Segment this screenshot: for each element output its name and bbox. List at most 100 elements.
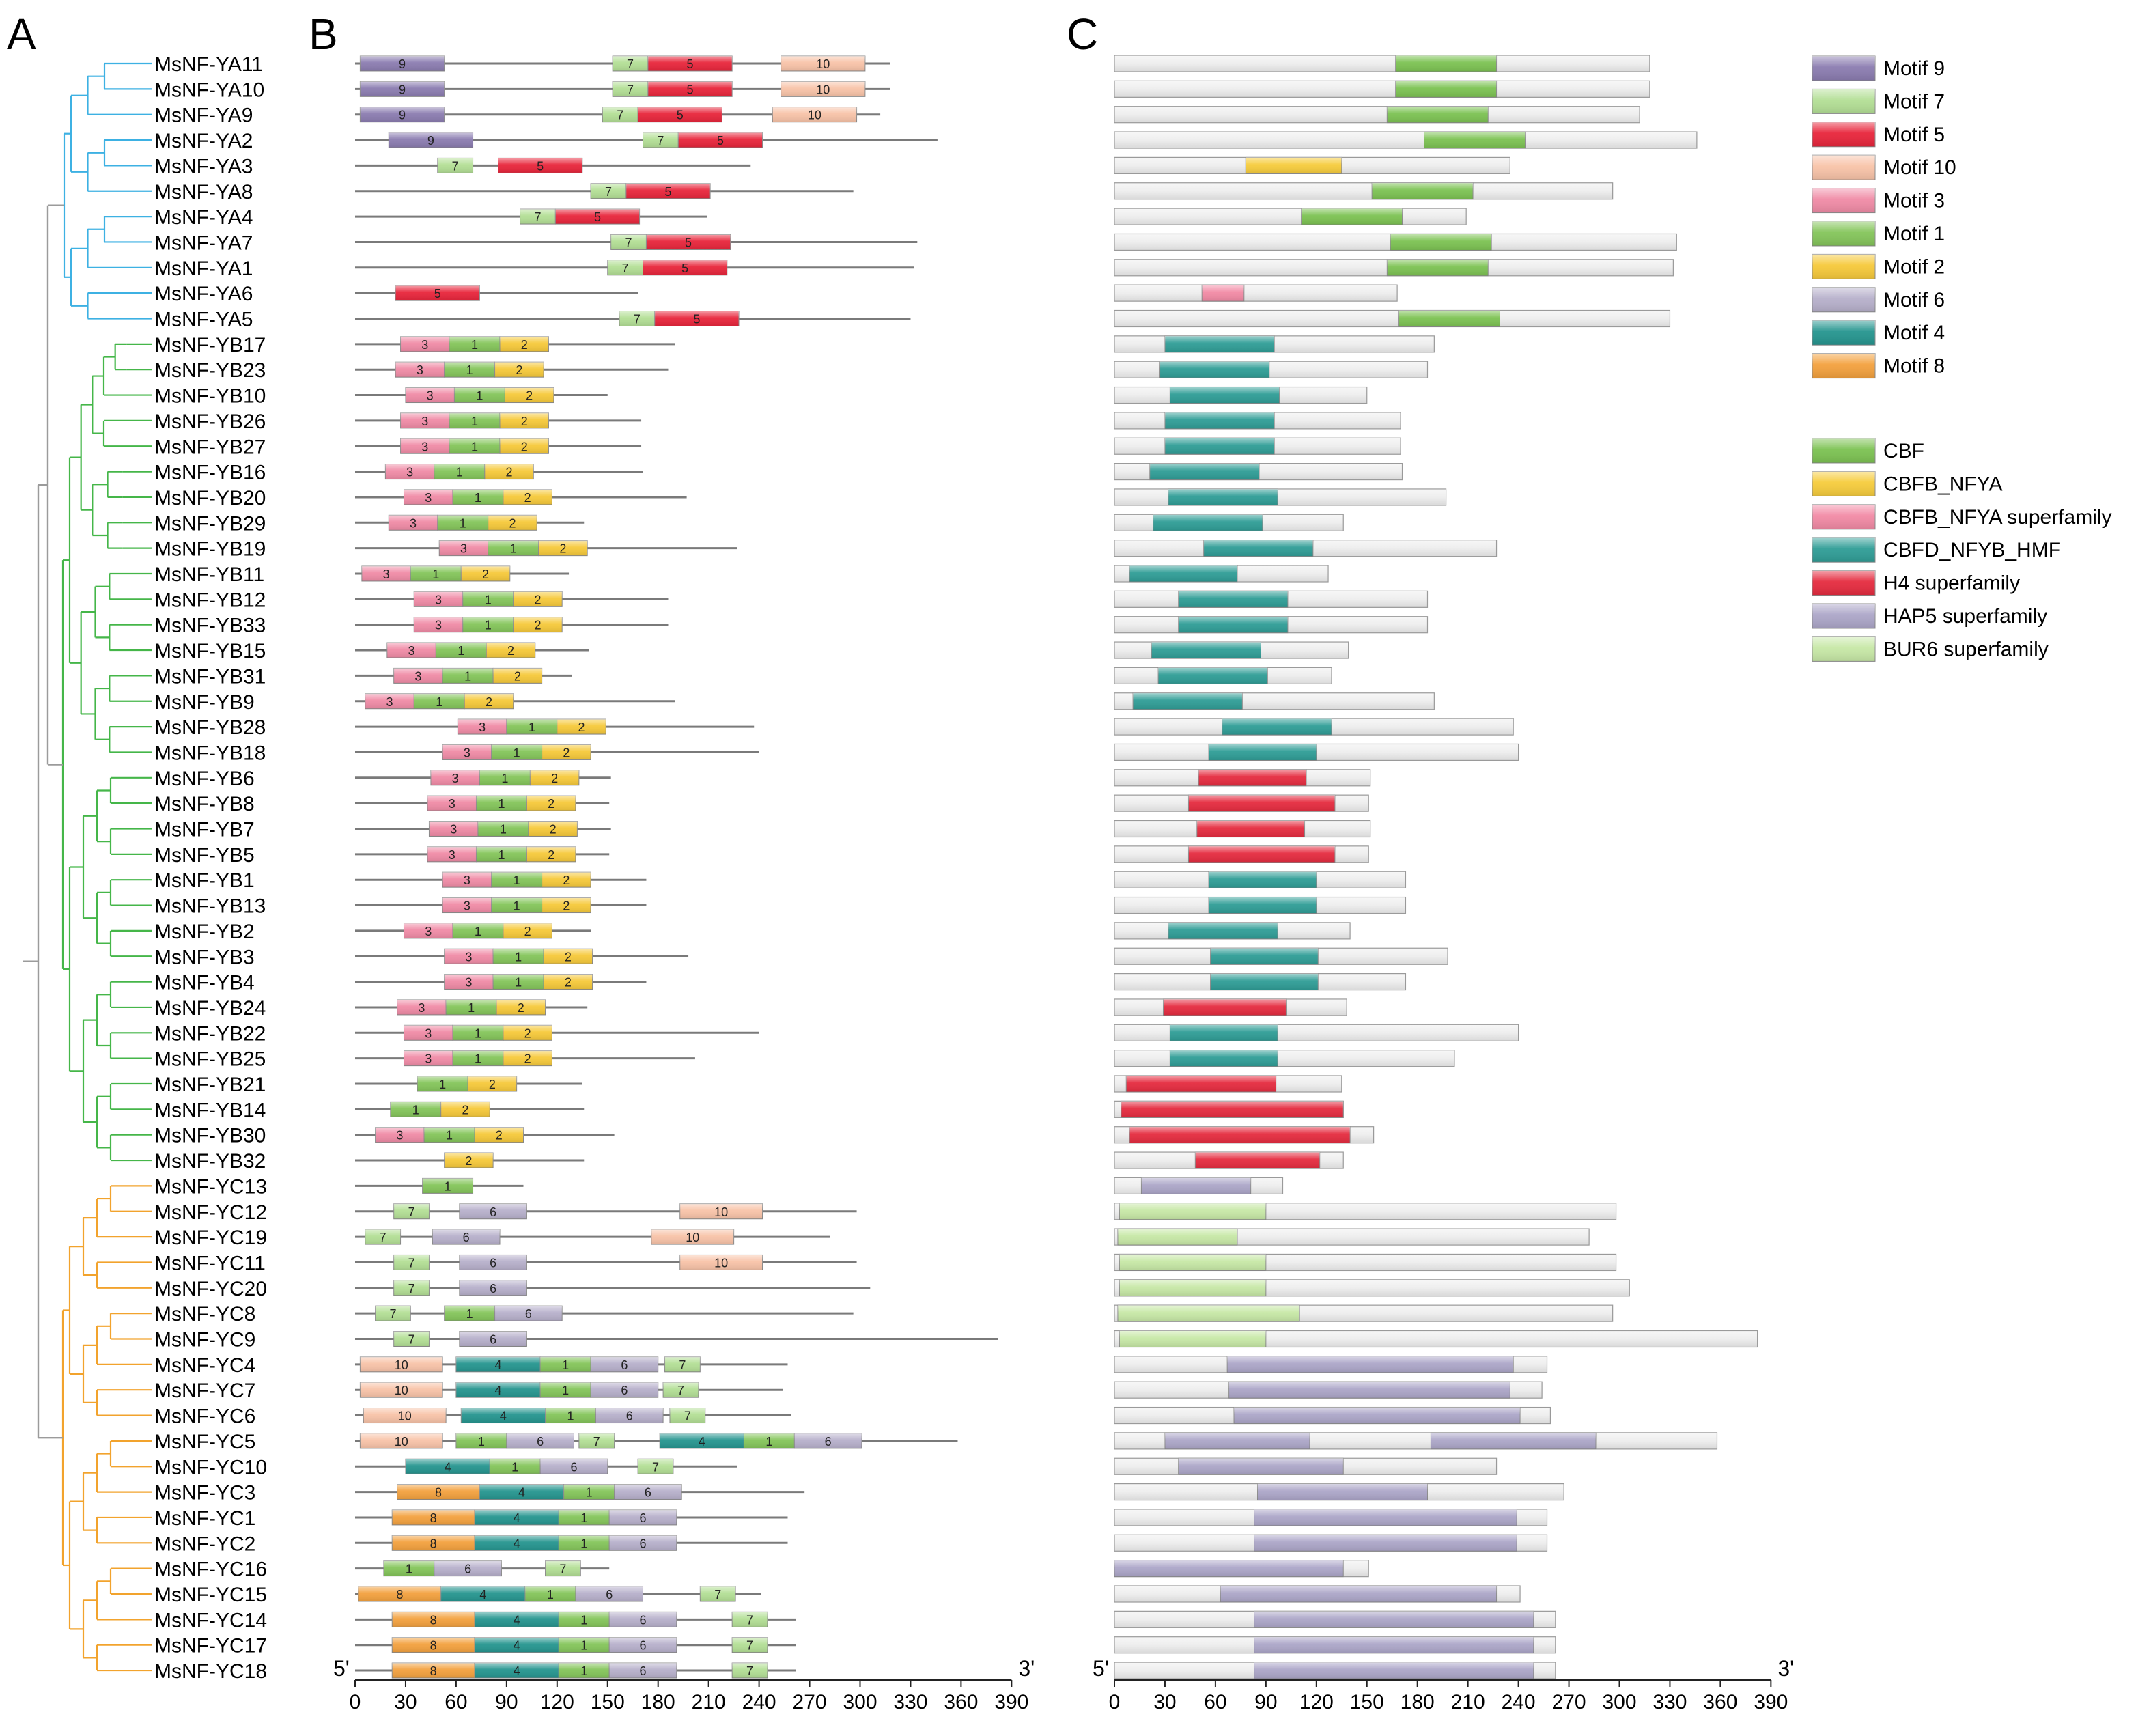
motif-gloss	[417, 1076, 468, 1091]
motif-gloss	[559, 1509, 610, 1525]
legend-label: Motif 6	[1883, 289, 1945, 311]
domain-gloss	[1387, 106, 1489, 123]
domain-axis-tick-label: 30	[1153, 1691, 1176, 1713]
gene-label: MsNF-YB1	[154, 869, 255, 892]
domain-gloss	[1257, 1483, 1428, 1500]
motif-number: 7	[677, 1384, 684, 1397]
motif-gloss	[452, 1050, 503, 1066]
motif-gloss	[458, 719, 507, 735]
domain-gloss	[1119, 1330, 1266, 1347]
motif-number: 6	[640, 1639, 647, 1653]
motif-gloss	[393, 1331, 430, 1347]
motif-gloss	[613, 56, 648, 71]
domain-gloss	[1164, 412, 1275, 429]
gene-label: MsNF-YA1	[154, 257, 253, 280]
legend-gloss	[1812, 56, 1875, 81]
motif-number: 1	[580, 1537, 587, 1550]
motif-gloss	[609, 1509, 677, 1525]
motif-gloss	[393, 668, 443, 684]
motif-number: 7	[559, 1563, 566, 1576]
legend-gloss	[1812, 155, 1875, 180]
motif-number: 2	[521, 338, 528, 352]
domain-axis: 0 30 60 90 120 150 180 210 240 270 300 330 360 390 5' 3…	[1093, 1656, 1794, 1713]
motif-gloss	[475, 1637, 559, 1653]
motif-gloss	[638, 1459, 673, 1474]
motif-gloss	[794, 1433, 862, 1448]
motif-gloss	[619, 311, 655, 326]
motif-number: 1	[468, 1001, 475, 1015]
legend-label: Motif 1	[1883, 223, 1945, 245]
motif-gloss	[647, 81, 733, 97]
motif-number: 3	[465, 976, 472, 990]
gene-label: MsNF-YB18	[154, 742, 266, 764]
legend-label: Motif 2	[1883, 255, 1945, 278]
motif-gloss	[360, 56, 445, 71]
motif-number: 3	[425, 491, 432, 505]
motif-gloss	[404, 923, 453, 938]
domain-axis-tick-label: 90	[1254, 1691, 1277, 1713]
gene-label: MsNF-YC13	[154, 1175, 267, 1198]
motif-gloss	[449, 412, 500, 428]
domain-gloss	[1129, 565, 1237, 582]
domain-axis-tick-label: 330	[1653, 1691, 1687, 1713]
domain-gloss	[1168, 488, 1278, 505]
motif-gloss	[392, 1509, 475, 1525]
motif-number: 2	[506, 466, 513, 479]
motif-gloss	[625, 183, 711, 199]
motif-gloss	[444, 949, 494, 964]
domain-gloss	[1133, 692, 1243, 710]
domain-gloss	[1254, 1535, 1517, 1552]
motif-number: 1	[511, 1460, 518, 1474]
motif-number: 6	[640, 1511, 647, 1525]
motif-number: 6	[490, 1205, 496, 1219]
motif-gloss	[503, 1025, 552, 1041]
motif-number: 1	[432, 568, 439, 581]
motif-number: 8	[430, 1664, 437, 1678]
motif-number: 6	[490, 1333, 496, 1347]
motif-number: 7	[679, 1358, 686, 1372]
motif-number: 2	[521, 440, 528, 453]
motif-gloss	[393, 1280, 430, 1296]
motif-gloss	[638, 107, 722, 122]
domain-gloss	[1198, 769, 1307, 786]
domain-axis-tick-label: 120	[1299, 1691, 1334, 1713]
motif-gloss	[484, 464, 534, 479]
motif-gloss	[578, 1433, 615, 1448]
motif-axis-tick-label: 270	[793, 1691, 827, 1713]
motif-number: 7	[746, 1613, 753, 1627]
legend-label: Motif 10	[1883, 156, 1956, 179]
domain-gloss	[1254, 1611, 1534, 1628]
motif-gloss	[392, 1637, 475, 1653]
motif-number: 8	[430, 1613, 437, 1627]
motif-gloss	[455, 1356, 541, 1372]
motif-number: 1	[562, 1384, 569, 1397]
motif-gloss	[700, 1586, 736, 1601]
motif-gloss	[442, 668, 494, 684]
protein-bar	[1114, 106, 1640, 124]
motif-number: 6	[537, 1435, 544, 1448]
gene-label: MsNF-YB15	[154, 640, 266, 662]
motif-gloss	[434, 464, 485, 479]
domain-panel	[1114, 55, 1758, 1679]
motif-number: 4	[518, 1486, 525, 1500]
motif-number: 1	[501, 772, 508, 785]
motif-gloss	[393, 1203, 430, 1219]
gene-label: MsNF-YC10	[154, 1456, 267, 1479]
protein-bar	[1114, 309, 1671, 328]
motif-gloss	[493, 668, 542, 684]
legend-label: Motif 5	[1883, 124, 1945, 146]
motif-number: 6	[621, 1384, 628, 1397]
motif-gloss	[477, 821, 529, 837]
motif-number: 7	[389, 1307, 396, 1321]
motif-number: 6	[464, 1563, 471, 1576]
motif-number: 1	[412, 1103, 419, 1117]
motif-gloss	[555, 209, 640, 225]
motif-axis-tick-label: 180	[641, 1691, 675, 1713]
motif-number: 6	[490, 1256, 496, 1270]
motif-number: 1	[547, 1588, 554, 1601]
gene-label: MsNF-YB6	[154, 768, 255, 790]
domain-gloss	[1149, 463, 1259, 480]
motif-gloss	[479, 770, 531, 785]
motif-axis-tick-label: 30	[394, 1691, 417, 1713]
